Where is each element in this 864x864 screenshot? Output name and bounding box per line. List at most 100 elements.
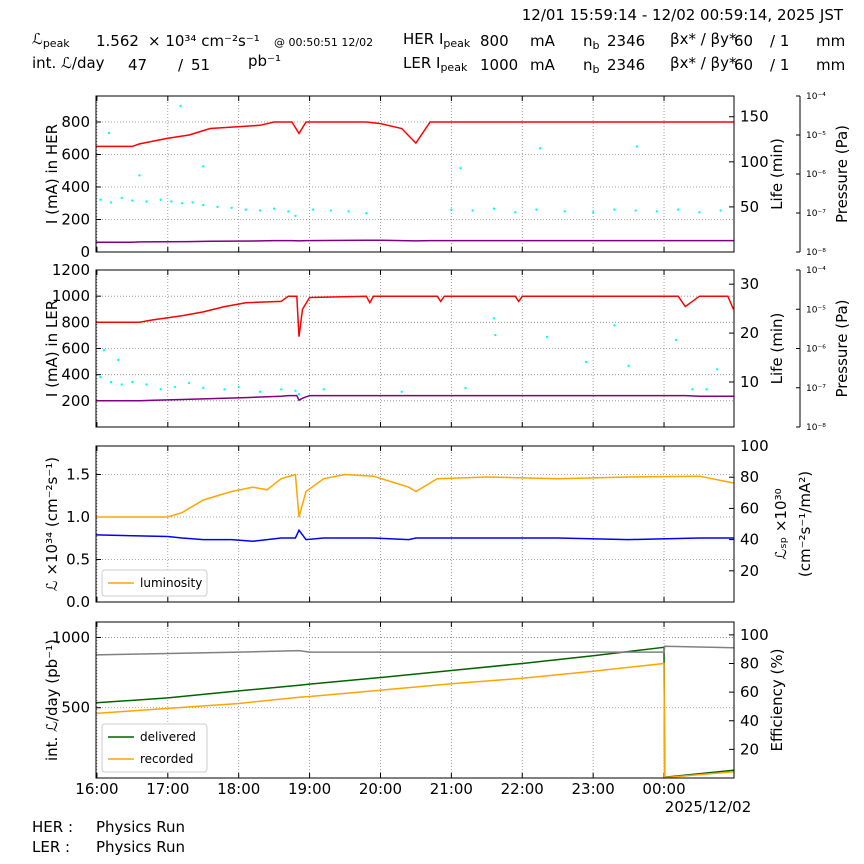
beta-x: 60 xyxy=(734,56,753,74)
point xyxy=(173,385,177,389)
point xyxy=(102,349,106,352)
series-group xyxy=(96,473,734,542)
point xyxy=(365,212,368,215)
series-line xyxy=(96,394,734,402)
y-label: ℒ ×10³⁴ (cm⁻²s⁻¹) xyxy=(43,457,61,591)
y3-tick-label: 10⁻⁸ xyxy=(806,248,826,258)
y2-label: ℒₛₚ ×10³⁰ xyxy=(772,488,790,559)
subscript: peak xyxy=(443,37,470,50)
y2-tick-label: 10 xyxy=(740,373,759,391)
point xyxy=(715,368,719,371)
point xyxy=(116,358,120,362)
point xyxy=(180,202,184,205)
plot-frame xyxy=(95,269,735,428)
panel: 0.0 0.5 1.0 1.5 20 40 60 80 100 ℒ ×10³⁴ (cm⁻²s⁻¹)… xyxy=(43,437,814,611)
y-tick-label: 800 xyxy=(61,313,90,331)
series-group xyxy=(96,104,734,244)
y3-label: Pressure (Pa) xyxy=(833,299,851,397)
point xyxy=(145,383,148,386)
y-tick-label: 0.0 xyxy=(66,593,90,611)
y2-tick-label: 50 xyxy=(740,198,759,216)
y-tick-label: 200 xyxy=(61,211,90,229)
y2-label: Life (min) xyxy=(768,313,786,385)
point xyxy=(280,388,283,391)
plot-frame xyxy=(95,621,735,779)
y2-tick-label: 40 xyxy=(740,712,759,730)
series-group xyxy=(96,645,734,778)
point xyxy=(131,380,134,384)
legend-box xyxy=(101,723,208,773)
point xyxy=(170,200,173,203)
y2-tick-label: 80 xyxy=(740,655,759,673)
point xyxy=(202,203,205,207)
point xyxy=(538,147,542,150)
y2-tick-label: 20 xyxy=(740,740,759,758)
bunch-label: nb xyxy=(583,56,600,76)
point xyxy=(459,166,462,170)
ring-label: HER Ipeak xyxy=(403,30,471,50)
symbol: ℒ xyxy=(32,30,43,48)
point xyxy=(464,386,467,390)
point xyxy=(329,209,333,212)
y2-tick-label: 100 xyxy=(740,437,769,455)
int-lumi-recorded: 51 xyxy=(191,56,210,74)
y3-tick-label: 10⁻⁵ xyxy=(806,131,826,141)
label: HER I xyxy=(403,30,443,48)
her-status: Physics Run xyxy=(96,818,185,836)
point xyxy=(294,214,297,218)
peak-lumi-unit: × 10³⁴ cm⁻²s⁻¹ xyxy=(148,32,260,50)
point xyxy=(677,208,680,211)
point xyxy=(591,211,595,214)
point xyxy=(272,207,276,210)
point xyxy=(297,393,301,396)
int-lumi-label: int. ℒ/day xyxy=(32,54,105,72)
int-lumi-sep: / xyxy=(178,56,184,74)
beta-y: / 1 xyxy=(770,32,789,50)
x-tick-label: 17:00 xyxy=(146,780,189,798)
series-line xyxy=(96,662,734,778)
ring-info: HER Ipeak 800 mA nb 2346 βx* / βy*60/ 1 mmLER … xyxy=(403,30,845,76)
point xyxy=(216,205,219,209)
peak-lumi-time: @ 00:50:51 12/02 xyxy=(274,36,373,49)
int-lumi-delivered: 47 xyxy=(128,56,147,74)
point xyxy=(698,211,701,214)
point xyxy=(258,390,262,393)
x-tick-label: 16:00 xyxy=(75,780,118,798)
point xyxy=(244,208,247,211)
y2-tick-label: 20 xyxy=(740,324,759,342)
subscript: b xyxy=(593,39,600,52)
point xyxy=(179,104,182,108)
y-label: I (mA) in HER xyxy=(43,124,61,224)
point xyxy=(613,324,616,327)
y3-tick-label: 10⁻⁴ xyxy=(806,92,826,102)
point xyxy=(627,364,630,368)
point xyxy=(634,209,637,212)
label: n xyxy=(583,32,593,50)
y-label: I (mA) in LER xyxy=(43,300,61,397)
x-date-label: 2025/12/02 xyxy=(665,798,751,816)
point xyxy=(287,210,290,213)
point xyxy=(450,208,453,211)
x-tick-label: 23:00 xyxy=(572,780,615,798)
point xyxy=(705,388,708,391)
point xyxy=(311,208,315,211)
panel: 16:00 17:00 18:00 19:00 20:00 21:00 22:00 23:00… xyxy=(43,621,786,816)
legend-label: recorded xyxy=(140,752,193,766)
bunch-count: 2346 xyxy=(607,32,645,50)
y-tick-label: 1200 xyxy=(52,261,90,279)
point xyxy=(613,208,616,211)
beta-label: βx* / βy* xyxy=(670,30,737,48)
ring-current: 1000 xyxy=(480,56,518,74)
series-line xyxy=(96,121,734,148)
y-tick-label: 600 xyxy=(61,340,90,358)
point xyxy=(159,198,162,201)
legend-box xyxy=(101,569,208,597)
y3-tick-label: 10⁻⁸ xyxy=(806,423,826,433)
subscript: peak xyxy=(43,37,70,50)
y-tick-label: 1.0 xyxy=(66,508,90,526)
point xyxy=(535,208,538,211)
series-line xyxy=(96,473,734,518)
legend-label: delivered xyxy=(140,730,196,744)
